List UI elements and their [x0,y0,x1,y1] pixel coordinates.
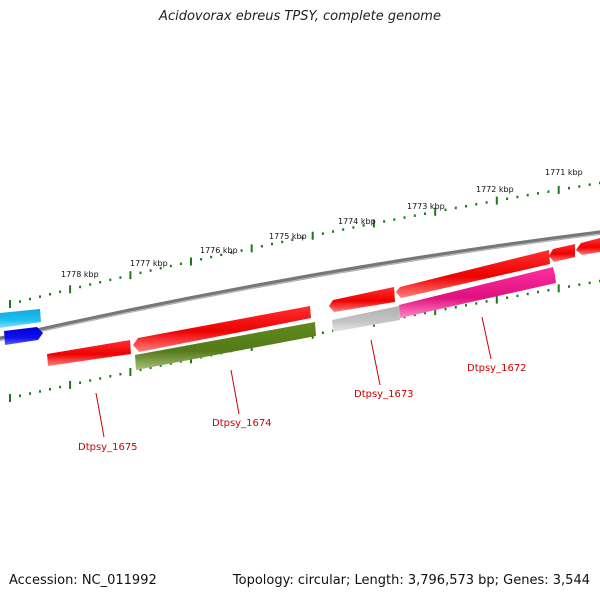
cds-forward-1[interactable] [133,306,311,352]
kbp-label: 1776 kbp [200,246,238,255]
accession-text: Accession: NC_011992 [9,573,157,588]
outer-tick-ring [9,181,600,308]
gene-dtpsy-1673[interactable] [332,306,400,332]
gene-dtpsy-1674[interactable] [135,322,316,370]
cds-forward-2[interactable] [47,340,131,366]
kbp-label: 1772 kbp [476,185,514,194]
gene-cyan[interactable] [0,309,41,328]
leader-lines [95,316,492,438]
cds-forward-5[interactable] [549,244,575,262]
kbp-label: 1773 kbp [407,202,445,211]
kbp-label: 1775 kbp [269,232,307,241]
locus-tag-dtpsy-1672[interactable]: Dtpsy_1672 [467,363,527,374]
gene-dtpsy-1672[interactable] [399,267,556,318]
kbp-label: 1774 kbp [338,217,376,226]
cds-forward-6[interactable] [576,238,600,255]
kbp-label: 1778 kbp [61,270,99,279]
locus-tag-dtpsy-1675[interactable]: Dtpsy_1675 [78,442,138,453]
kbp-label: 1771 kbp [545,168,583,177]
gene-blue[interactable] [4,327,43,345]
locus-tag-dtpsy-1674[interactable]: Dtpsy_1674 [212,418,272,429]
kbp-label: 1777 kbp [130,259,168,268]
map-title: Acidovorax ebreus TPSY, complete genome [159,9,441,24]
genome-backbone [0,230,600,342]
cds-forward-3[interactable] [329,287,395,312]
genome-summary-text: Topology: circular; Length: 3,796,573 bp… [232,573,590,588]
locus-tag-dtpsy-1673[interactable]: Dtpsy_1673 [354,389,414,400]
kbp-label-group: 1771 kbp 1772 kbp 1773 kbp 1774 kbp 1775… [61,168,583,279]
inner-tick-ring [9,279,600,402]
cds-forward-4[interactable] [396,250,550,298]
